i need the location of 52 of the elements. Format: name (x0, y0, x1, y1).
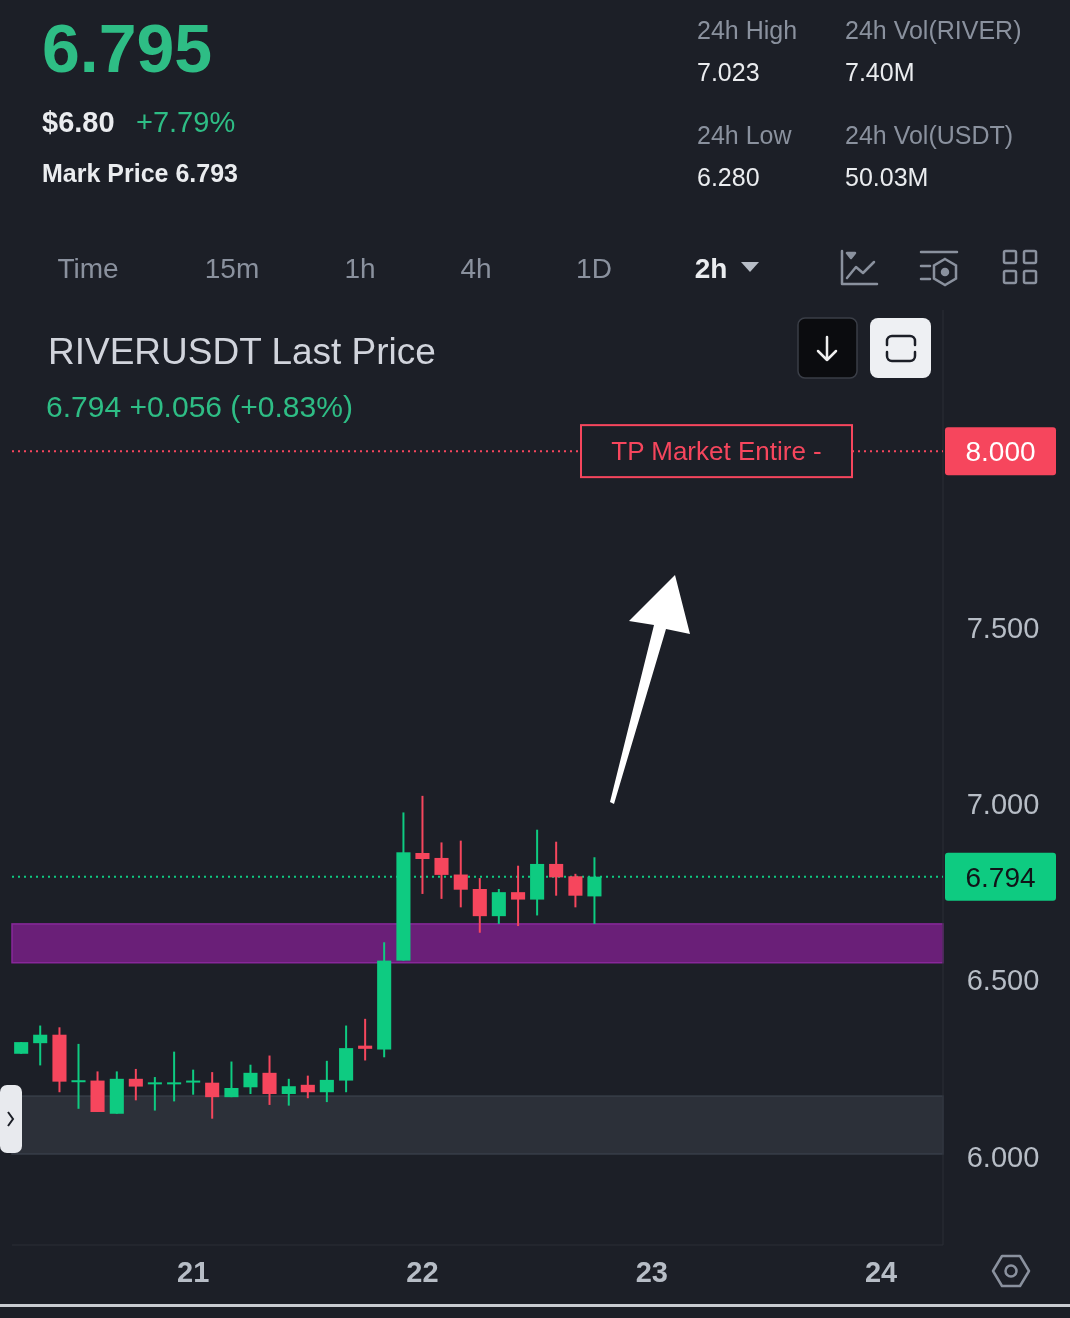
text: 24h Vol(USDT) (845, 121, 1014, 149)
text: RIVERUSDT Last Price (48, 331, 436, 372)
candlestick (167, 1050, 182, 1103)
text: 1h (344, 253, 376, 284)
text: 50.03M (845, 163, 929, 191)
candlestick (33, 1024, 48, 1067)
text: 4h (460, 253, 492, 284)
text: 7.023 (697, 58, 760, 86)
text: +7.79% (136, 106, 236, 138)
y-tick-label: 6.500 (966, 964, 1040, 997)
candlestick (186, 1068, 201, 1096)
candlestick (147, 1076, 162, 1112)
y-tick-label: 7.500 (966, 611, 1040, 644)
candlestick (300, 1074, 315, 1100)
text: 2h (694, 253, 728, 284)
candlestick (491, 887, 506, 925)
candlestick (453, 839, 468, 909)
x-tick-label: 23 (635, 1256, 668, 1288)
text: 24h High (697, 16, 798, 44)
candlestick (128, 1067, 143, 1102)
text: $6.80 (42, 106, 115, 138)
text: 6.795 (42, 10, 213, 86)
text: 7.40M (845, 58, 915, 86)
y-tick-label: 8.000 (965, 436, 1036, 468)
candlestick (71, 1042, 86, 1110)
candlestick (243, 1063, 258, 1095)
y-tick-label: 6.000 (966, 1140, 1040, 1173)
text: 6.794 +0.056 (+0.83%) (46, 390, 353, 423)
candlestick (415, 794, 430, 895)
text: Time (57, 253, 119, 284)
x-tick-label: 22 (406, 1256, 439, 1288)
text: 24h Vol(RIVER) (845, 16, 1022, 44)
candlestick (319, 1059, 334, 1104)
candlestick (549, 840, 564, 897)
y-tick-label: 7.000 (966, 787, 1040, 820)
text: Mark Price 6.793 (42, 159, 238, 187)
candlestick (281, 1077, 296, 1107)
text: 15m (204, 253, 260, 284)
candlestick (224, 1060, 239, 1099)
x-tick-label: 21 (177, 1256, 210, 1288)
candlestick (511, 864, 526, 928)
ref-line-label: TP Market Entire - (611, 436, 822, 467)
text: 1D (576, 253, 612, 284)
candlestick (568, 872, 583, 909)
y-tick-label: 6.794 (965, 861, 1036, 893)
text: 6.280 (697, 163, 760, 191)
candlestick (434, 841, 449, 900)
candlestick (358, 1017, 373, 1062)
text: 24h Low (697, 121, 793, 149)
candlestick (205, 1071, 220, 1120)
candlestick (262, 1054, 277, 1106)
x-tick-label: 24 (864, 1256, 898, 1288)
